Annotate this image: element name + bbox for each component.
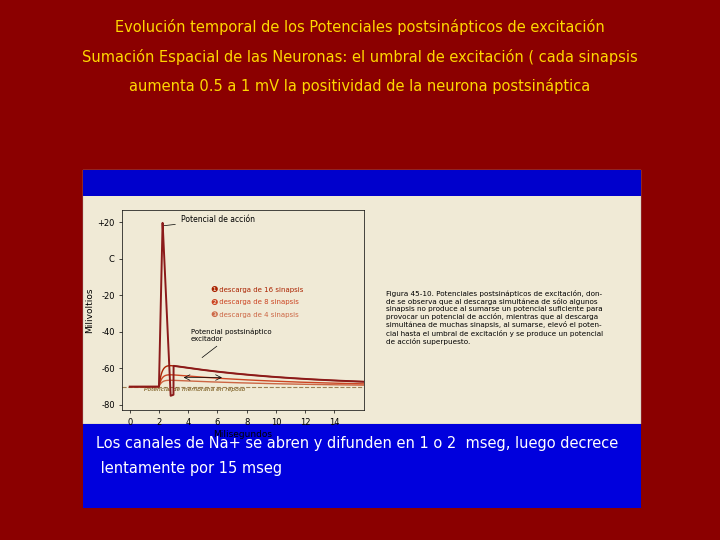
Text: ❸: ❸	[210, 310, 217, 319]
Text: ❷: ❷	[210, 298, 217, 307]
Text: descarga de 8 sinapsis: descarga de 8 sinapsis	[217, 300, 300, 306]
Text: Potencial postsináptico
excitador: Potencial postsináptico excitador	[191, 328, 271, 357]
X-axis label: Milisegundos: Milisegundos	[214, 430, 272, 439]
Y-axis label: Milivoltios: Milivoltios	[86, 287, 94, 333]
Text: ❶: ❶	[210, 285, 217, 294]
Text: lentamente por 15 mseg: lentamente por 15 mseg	[96, 461, 282, 476]
Text: Evolución temporal de los Potenciales postsinápticos de excitación: Evolución temporal de los Potenciales po…	[115, 19, 605, 35]
Text: Potencial de acción: Potencial de acción	[164, 215, 255, 226]
Text: Sumación Espacial de las Neuronas: el umbral de excitación ( cada sinapsis: Sumación Espacial de las Neuronas: el um…	[82, 49, 638, 65]
Text: descarga de 16 sinapsis: descarga de 16 sinapsis	[217, 287, 304, 293]
Text: aumenta 0.5 a 1 mV la positividad de la neurona postsináptica: aumenta 0.5 a 1 mV la positividad de la …	[130, 78, 590, 94]
FancyBboxPatch shape	[83, 170, 641, 424]
Text: Potencial de membrana en reposo: Potencial de membrana en reposo	[144, 387, 246, 392]
Text: descarga de 4 sinapsis: descarga de 4 sinapsis	[217, 312, 300, 318]
FancyBboxPatch shape	[83, 424, 641, 508]
Text: Figura 45-10. Potenciales postsinápticos de excitación, don-
de se observa que a: Figura 45-10. Potenciales postsinápticos…	[386, 290, 603, 345]
FancyBboxPatch shape	[83, 170, 641, 196]
Text: Los canales de Na+ se abren y difunden en 1 o 2  mseg, luego decrece: Los canales de Na+ se abren y difunden e…	[96, 436, 618, 451]
